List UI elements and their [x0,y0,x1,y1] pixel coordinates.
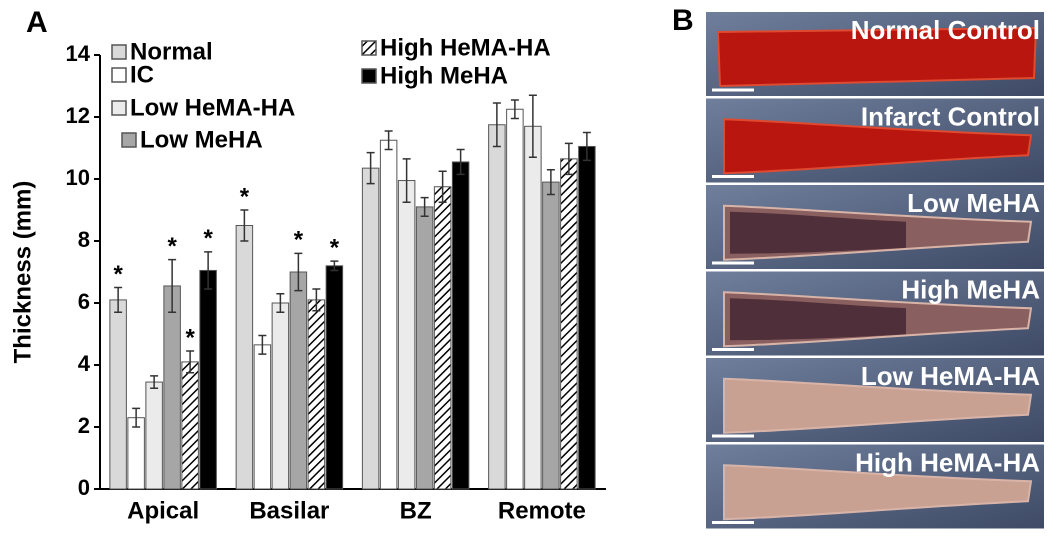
x-tick-label: BZ [400,497,432,524]
tissue [723,377,1033,434]
bar [524,125,542,490]
error-bar [168,258,177,314]
error-bar [402,158,411,203]
panel-label: B [672,4,694,37]
photo-label: Infarct Control [861,101,1040,131]
bar [145,381,163,490]
tissue [723,118,1033,175]
y-tick-label: 2 [78,413,90,438]
photo-label: Normal Control [851,15,1040,45]
error-bar [330,260,339,272]
bar [127,417,145,490]
legend-label: Low MeHA [140,126,263,153]
significance-marker: * [203,225,213,252]
error-bar [456,148,465,176]
error-bar [132,407,141,428]
bar [271,302,290,490]
photo-label: High HeMA-HA [855,447,1040,477]
error-bar [492,102,501,148]
y-tick-label: 0 [78,475,90,500]
tissue-region [730,211,906,254]
error-bar [438,170,447,203]
error-bar [240,209,249,242]
bar [542,181,560,490]
error-bar [546,168,555,196]
y-tick-label: 4 [78,351,91,376]
legend-swatch [111,67,127,83]
legend-label: High MeHA [380,62,508,89]
y-axis-label: Thickness (mm) [9,181,36,364]
y-tick-label: 8 [78,227,90,252]
bar [307,299,326,490]
bar [163,285,181,490]
error-bar [258,334,267,355]
error-bar [294,252,303,292]
tissue-region [730,298,906,341]
bar [397,180,416,490]
bar [109,299,127,490]
legend-swatch [121,132,137,148]
panel-label: A [26,6,48,39]
bar [560,158,578,490]
bar [506,108,524,490]
error-bar [528,94,537,159]
bar [415,206,434,490]
y-tick-label: 10 [66,165,90,190]
photo-label: High MeHA [901,274,1040,304]
bar [433,186,452,490]
bar [289,271,308,490]
legend-swatch [111,44,127,60]
x-tick-label: Remote [498,497,586,524]
bar [451,161,470,490]
y-tick-label: 12 [66,103,90,128]
error-bar [312,288,321,312]
bar [199,269,217,490]
significance-marker: * [294,227,304,254]
error-bar [204,251,213,290]
photo-label: Low HeMA-HA [861,361,1040,391]
significance-marker: * [240,183,250,210]
legend-swatch [361,68,377,84]
y-tick-label: 14 [66,41,91,66]
error-bar [510,99,519,120]
bar [361,167,380,490]
y-tick-label: 6 [78,289,90,314]
error-bar [150,375,159,389]
error-bar [582,131,591,162]
photo-label: Low MeHA [907,188,1040,218]
significance-marker: * [167,233,177,260]
bar [235,225,254,490]
legend-label: IC [130,61,154,88]
legend-label: Low HeMA-HA [130,94,295,121]
bar [181,361,199,490]
bar [578,145,596,490]
significance-marker: * [185,324,195,351]
legend-swatch [111,100,127,116]
error-bar [114,286,123,314]
bar [379,139,398,490]
error-bar [276,292,285,314]
error-bar [564,142,573,176]
error-bar [186,350,195,374]
tissue [716,26,1038,88]
bar [325,265,344,490]
legend-swatch [361,40,377,56]
x-tick-label: Basilar [249,497,329,524]
legend-label: Normal [130,38,213,65]
error-bar [420,196,429,217]
significance-marker: * [113,261,123,288]
error-bar [366,151,375,185]
bar [253,344,272,490]
significance-marker: * [330,234,340,261]
error-bar [384,130,393,151]
tissue [723,464,1033,521]
legend-label: High HeMA-HA [380,34,551,61]
bar [488,124,506,490]
x-tick-label: Apical [127,497,199,524]
